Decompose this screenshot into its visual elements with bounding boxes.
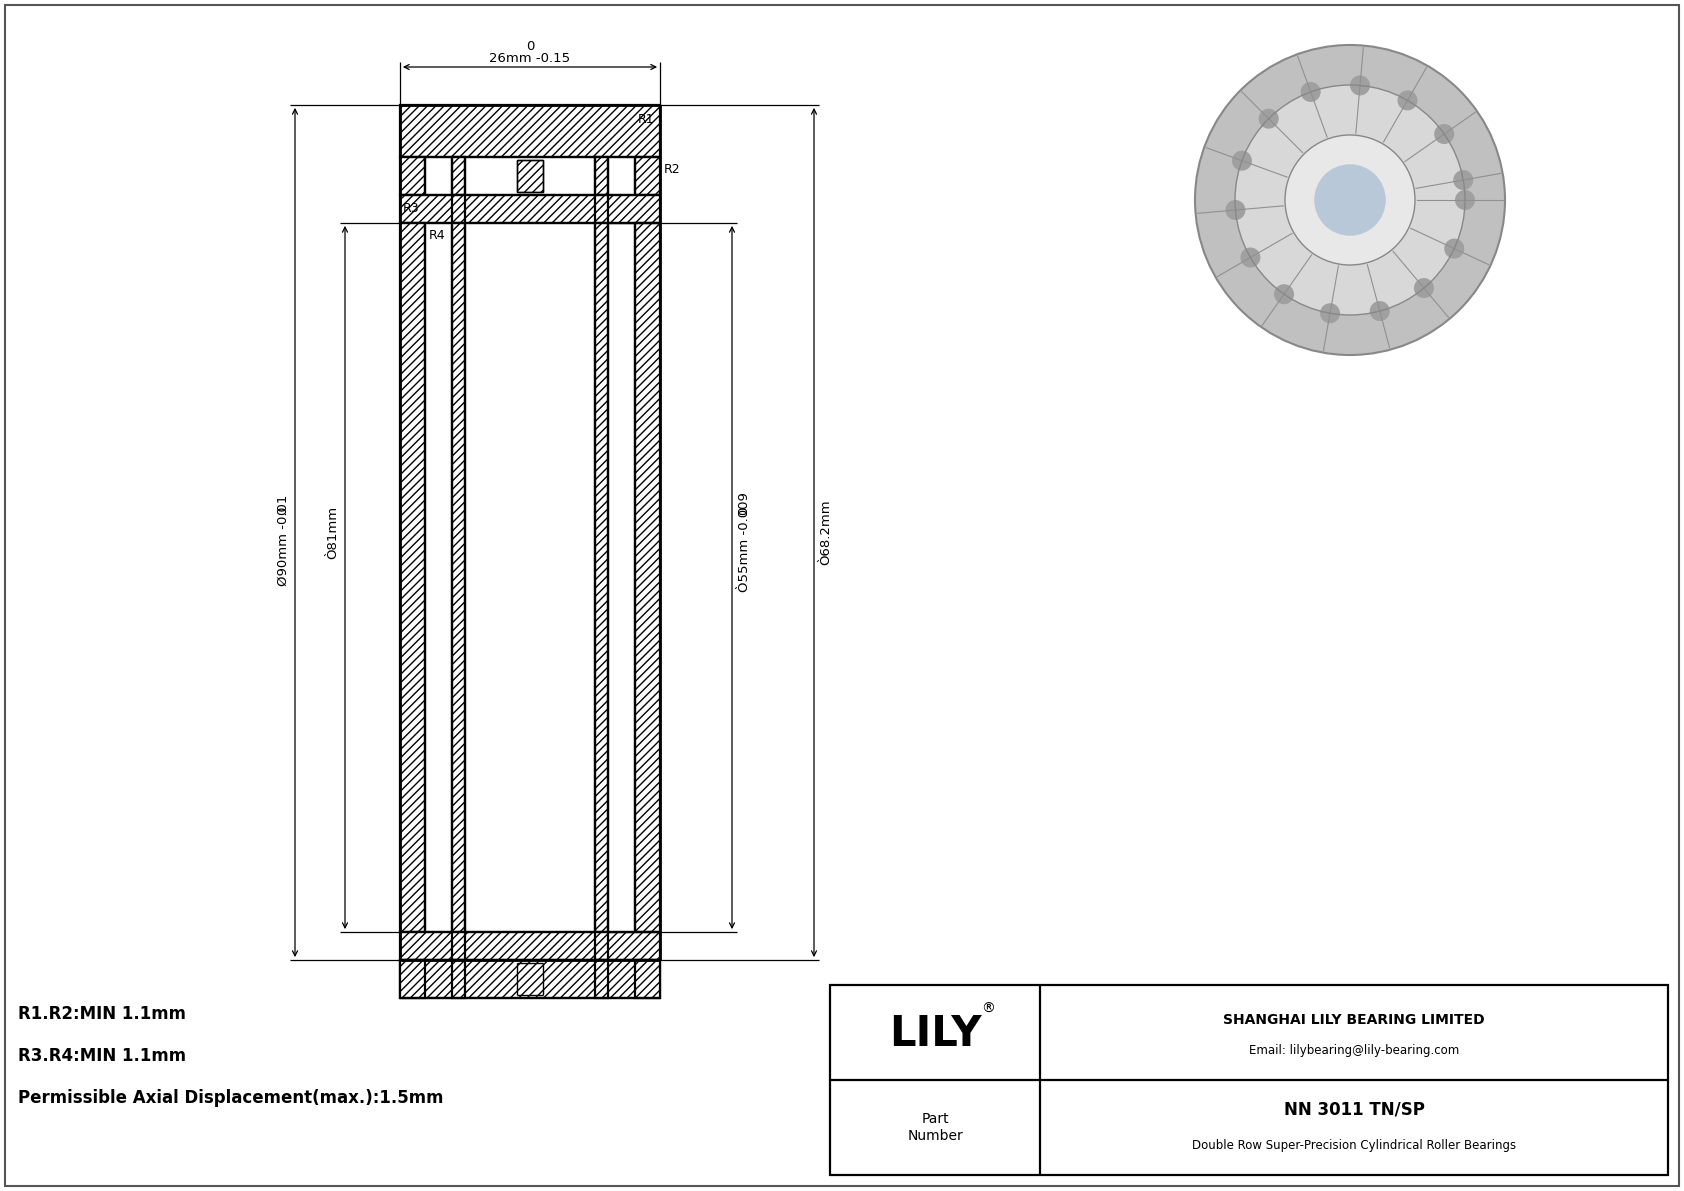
Bar	[635, 157, 660, 195]
Bar	[451, 960, 517, 998]
Text: R4: R4	[429, 229, 446, 242]
Bar	[542, 960, 608, 998]
Bar	[594, 223, 635, 933]
Bar	[424, 157, 635, 195]
Bar	[635, 223, 660, 933]
Bar	[451, 157, 517, 195]
Circle shape	[1300, 82, 1320, 102]
Text: R3.R4:MIN 1.1mm: R3.R4:MIN 1.1mm	[19, 1047, 187, 1065]
Circle shape	[1351, 75, 1371, 95]
Bar	[451, 157, 465, 195]
Text: Ò68.2mm: Ò68.2mm	[820, 500, 832, 566]
Bar	[451, 223, 608, 933]
Circle shape	[1241, 248, 1260, 268]
Text: Double Row Super-Precision Cylindrical Roller Bearings: Double Row Super-Precision Cylindrical R…	[1192, 1139, 1516, 1152]
Bar	[451, 223, 465, 933]
Text: 26mm -0.15: 26mm -0.15	[490, 52, 571, 66]
Circle shape	[1285, 135, 1415, 266]
Bar	[401, 933, 660, 960]
Bar	[517, 160, 542, 192]
Text: 0: 0	[276, 506, 290, 515]
Text: R2: R2	[663, 163, 680, 176]
Bar	[542, 157, 608, 195]
Circle shape	[1275, 285, 1293, 304]
Bar	[401, 960, 424, 998]
Circle shape	[1258, 108, 1278, 129]
Text: R1: R1	[637, 113, 653, 126]
Bar	[594, 223, 608, 933]
Circle shape	[1320, 304, 1340, 323]
Text: Email: lilybearing@lily-bearing.com: Email: lilybearing@lily-bearing.com	[1250, 1045, 1458, 1056]
Text: NN 3011 TN/SP: NN 3011 TN/SP	[1283, 1100, 1425, 1118]
Circle shape	[1415, 278, 1433, 298]
Circle shape	[1453, 170, 1474, 191]
Bar	[401, 223, 424, 933]
Text: R3: R3	[402, 202, 419, 216]
Circle shape	[1369, 301, 1389, 322]
Bar	[401, 195, 660, 223]
Circle shape	[1445, 238, 1463, 258]
Circle shape	[1435, 124, 1455, 144]
Text: SHANGHAI LILY BEARING LIMITED: SHANGHAI LILY BEARING LIMITED	[1223, 1014, 1485, 1028]
Bar	[830, 985, 1667, 1176]
Text: 0: 0	[525, 40, 534, 54]
Circle shape	[1455, 191, 1475, 210]
Bar	[594, 157, 608, 195]
Bar	[635, 960, 660, 998]
Text: Ò55mm -0.009: Ò55mm -0.009	[738, 493, 751, 592]
Circle shape	[1196, 45, 1505, 355]
Bar	[401, 960, 660, 998]
Text: R1.R2:MIN 1.1mm: R1.R2:MIN 1.1mm	[19, 1005, 185, 1023]
Bar	[424, 960, 635, 998]
Text: 0: 0	[738, 506, 751, 515]
Bar	[401, 157, 424, 195]
Bar	[594, 960, 608, 998]
Bar	[401, 105, 660, 157]
Bar	[517, 964, 542, 994]
Text: ®: ®	[982, 1002, 995, 1016]
Circle shape	[1233, 151, 1251, 170]
Bar	[424, 223, 465, 933]
Circle shape	[1314, 164, 1386, 236]
Circle shape	[1226, 200, 1246, 220]
Text: Ò81mm: Ò81mm	[327, 506, 340, 559]
Text: Part
Number: Part Number	[908, 1112, 963, 1142]
Circle shape	[1234, 85, 1465, 314]
Bar	[451, 960, 465, 998]
Circle shape	[1398, 91, 1418, 111]
Text: LILY: LILY	[889, 1014, 982, 1055]
Text: Permissible Axial Displacement(max.):1.5mm: Permissible Axial Displacement(max.):1.5…	[19, 1089, 443, 1106]
Text: Ø90mm -0.01: Ø90mm -0.01	[276, 494, 290, 586]
